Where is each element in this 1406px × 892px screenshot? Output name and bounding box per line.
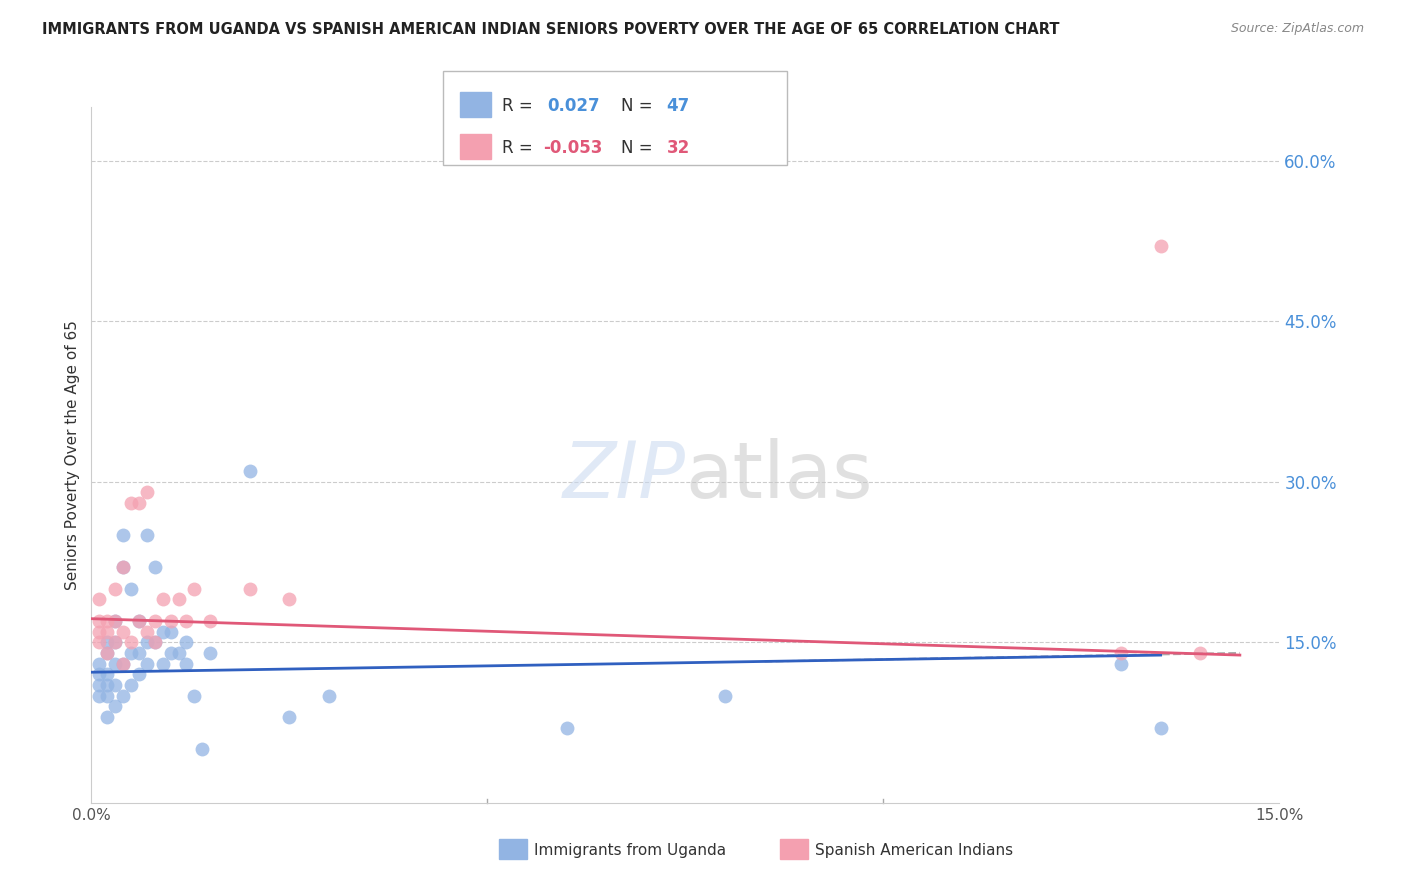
Point bbox=[1150, 239, 1173, 253]
Text: 32: 32 bbox=[666, 139, 690, 157]
Point bbox=[104, 635, 127, 649]
Point bbox=[1189, 646, 1212, 660]
Point bbox=[96, 646, 118, 660]
Text: ZIP: ZIP bbox=[562, 438, 685, 514]
Point bbox=[120, 635, 142, 649]
Point bbox=[176, 614, 198, 628]
Point bbox=[96, 614, 118, 628]
Point bbox=[128, 614, 150, 628]
Point bbox=[104, 657, 127, 671]
Point bbox=[112, 689, 135, 703]
Point bbox=[112, 624, 135, 639]
Point bbox=[128, 646, 150, 660]
Text: Source: ZipAtlas.com: Source: ZipAtlas.com bbox=[1230, 22, 1364, 36]
Point bbox=[135, 624, 157, 639]
Point bbox=[128, 496, 150, 510]
Point bbox=[112, 560, 135, 574]
Point bbox=[135, 635, 157, 649]
Point bbox=[167, 646, 190, 660]
Point bbox=[112, 657, 135, 671]
Point bbox=[96, 667, 118, 681]
Text: IMMIGRANTS FROM UGANDA VS SPANISH AMERICAN INDIAN SENIORS POVERTY OVER THE AGE O: IMMIGRANTS FROM UGANDA VS SPANISH AMERIC… bbox=[42, 22, 1060, 37]
Text: atlas: atlas bbox=[685, 438, 873, 514]
Point bbox=[128, 614, 150, 628]
Point bbox=[143, 635, 166, 649]
Point bbox=[120, 646, 142, 660]
Point bbox=[143, 635, 166, 649]
Point bbox=[89, 624, 111, 639]
Point bbox=[96, 624, 118, 639]
Point bbox=[112, 657, 135, 671]
Point bbox=[96, 678, 118, 692]
Text: 0.027: 0.027 bbox=[547, 97, 599, 115]
Point bbox=[89, 614, 111, 628]
Point bbox=[104, 699, 127, 714]
Point bbox=[159, 614, 181, 628]
Point bbox=[1109, 646, 1132, 660]
Point bbox=[112, 528, 135, 542]
Point bbox=[135, 657, 157, 671]
Point bbox=[152, 592, 174, 607]
Point bbox=[128, 667, 150, 681]
Point bbox=[200, 646, 222, 660]
Point bbox=[104, 635, 127, 649]
Point bbox=[183, 689, 205, 703]
Text: N =: N = bbox=[621, 139, 658, 157]
Point bbox=[152, 624, 174, 639]
Point bbox=[555, 721, 578, 735]
Text: -0.053: -0.053 bbox=[543, 139, 602, 157]
Point bbox=[104, 582, 127, 596]
Point bbox=[96, 646, 118, 660]
Point bbox=[89, 678, 111, 692]
Point bbox=[104, 678, 127, 692]
Point bbox=[159, 646, 181, 660]
Point bbox=[96, 635, 118, 649]
Point bbox=[96, 710, 118, 724]
Point bbox=[176, 657, 198, 671]
Point bbox=[104, 614, 127, 628]
Point bbox=[278, 592, 301, 607]
Point bbox=[167, 592, 190, 607]
Point bbox=[96, 689, 118, 703]
Point bbox=[239, 582, 262, 596]
Text: 47: 47 bbox=[666, 97, 690, 115]
Text: R =: R = bbox=[502, 97, 538, 115]
Y-axis label: Seniors Poverty Over the Age of 65: Seniors Poverty Over the Age of 65 bbox=[65, 320, 80, 590]
Point bbox=[135, 528, 157, 542]
Point bbox=[120, 496, 142, 510]
Point bbox=[191, 742, 214, 756]
Point bbox=[200, 614, 222, 628]
Point bbox=[1150, 721, 1173, 735]
Point bbox=[239, 464, 262, 478]
Point bbox=[714, 689, 737, 703]
Point bbox=[183, 582, 205, 596]
Point bbox=[120, 582, 142, 596]
Text: Spanish American Indians: Spanish American Indians bbox=[815, 843, 1014, 857]
Point bbox=[89, 657, 111, 671]
Point bbox=[135, 485, 157, 500]
Point bbox=[143, 560, 166, 574]
Text: Immigrants from Uganda: Immigrants from Uganda bbox=[534, 843, 727, 857]
Point bbox=[104, 614, 127, 628]
Point bbox=[112, 560, 135, 574]
Point bbox=[120, 678, 142, 692]
Point bbox=[1109, 657, 1132, 671]
Point bbox=[152, 657, 174, 671]
Point bbox=[89, 592, 111, 607]
Point bbox=[143, 614, 166, 628]
Point bbox=[176, 635, 198, 649]
Text: N =: N = bbox=[621, 97, 658, 115]
Point bbox=[278, 710, 301, 724]
Point bbox=[89, 667, 111, 681]
Point bbox=[89, 689, 111, 703]
Point bbox=[318, 689, 340, 703]
Text: R =: R = bbox=[502, 139, 538, 157]
Point bbox=[89, 635, 111, 649]
Point bbox=[159, 624, 181, 639]
